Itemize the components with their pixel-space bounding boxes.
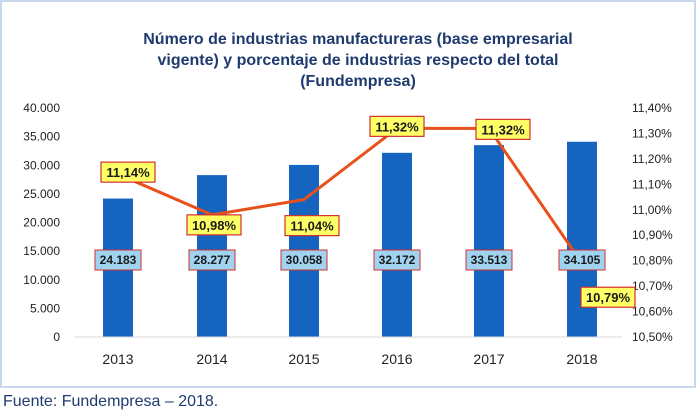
y-left-tick-label: 30.000	[23, 158, 60, 172]
bar-value-label: 24.183	[100, 253, 137, 267]
bar-series	[103, 141, 597, 337]
x-axis: 2013 2014 2015 2016 2017 2018	[75, 336, 622, 367]
line-label-box	[369, 115, 425, 137]
line-label-box	[580, 286, 636, 308]
chart: Número de industrias manufactureras (bas…	[23, 31, 673, 367]
chart-title: Número de industrias manufactureras (bas…	[143, 31, 573, 90]
y-left-tick-label: 40.000	[23, 101, 60, 115]
y-right-tick-label: 10,80%	[632, 254, 673, 268]
line-value-label: 11,14%	[106, 165, 150, 180]
bar-value-label: 32.172	[379, 253, 416, 267]
y-right-tick-label: 10,60%	[632, 305, 673, 319]
line-label-box	[284, 215, 340, 237]
line-data-labels: 11,14% 10,98% 11,04% 11,32% 11,32% 10,79%	[100, 115, 636, 308]
line-value-label: 11,04%	[290, 219, 334, 234]
y-axis-left: 0 5.000 10.000 15.000 20.000 25.000 30.000 35.0…	[23, 101, 60, 344]
bar-label-box	[558, 249, 606, 271]
bar-value-label: 30.058	[286, 253, 323, 267]
x-tick-label: 2014	[196, 351, 227, 367]
bar-value-label: 33.513	[471, 253, 508, 267]
line-value-label: 10,79%	[586, 290, 631, 305]
line-value-label: 11,32%	[375, 119, 419, 134]
line-value-label: 11,32%	[481, 122, 525, 137]
x-tick-label: 2017	[473, 351, 504, 367]
y-left-tick-label: 20.000	[23, 216, 60, 230]
y-axis-right: 10,50% 10,60% 10,70% 10,80% 10,90% 11,00% 11,1…	[632, 101, 673, 344]
bar-2017	[474, 145, 504, 337]
y-left-tick-label: 25.000	[23, 187, 60, 201]
y-right-tick-label: 11,40%	[632, 101, 672, 115]
y-left-tick-label: 15.000	[23, 244, 60, 258]
line-series	[117, 126, 584, 265]
bar-label-box	[373, 249, 421, 271]
line-label-box	[186, 214, 242, 236]
source-note: Fuente: Fundempresa – 2018.	[3, 393, 219, 410]
chart-title-line: (Fundempresa)	[300, 73, 416, 90]
line-label-box	[475, 118, 531, 140]
y-right-tick-label: 11,30%	[632, 126, 672, 140]
bar-value-label: 28.277	[194, 253, 231, 267]
x-tick-label: 2013	[102, 351, 133, 367]
bar-value-label: 34.105	[564, 253, 601, 267]
y-right-tick-label: 11,20%	[632, 152, 672, 166]
x-tick-label: 2016	[381, 351, 412, 367]
y-right-tick-label: 11,10%	[632, 177, 672, 191]
line-value-label: 10,98%	[192, 218, 237, 233]
bar-label-box	[280, 249, 328, 271]
y-left-tick-label: 35.000	[23, 130, 60, 144]
bar-label-box	[465, 249, 513, 271]
y-right-tick-label: 10,70%	[632, 279, 673, 293]
x-tick-label: 2015	[288, 351, 319, 367]
percentage-line	[117, 126, 584, 265]
y-left-tick-label: 5.000	[30, 301, 60, 315]
line-label-box	[100, 161, 156, 183]
bar-label-box	[94, 249, 142, 271]
y-right-tick-label: 10,50%	[632, 330, 673, 344]
bar-2016	[382, 152, 412, 337]
y-right-tick-label: 11,00%	[632, 203, 672, 217]
chart-title-line: vigente) y porcentaje de industrias resp…	[158, 52, 559, 69]
bar-label-box	[188, 249, 236, 271]
chart-title-line: Número de industrias manufactureras (bas…	[143, 31, 573, 48]
y-left-tick-label: 0	[53, 330, 60, 344]
bar-data-labels: 24.183 28.277 30.058 32.172 33.513 34.105	[94, 249, 606, 271]
x-tick-label: 2018	[566, 351, 597, 367]
y-left-tick-label: 10.000	[23, 273, 60, 287]
y-right-tick-label: 10,90%	[632, 228, 673, 242]
